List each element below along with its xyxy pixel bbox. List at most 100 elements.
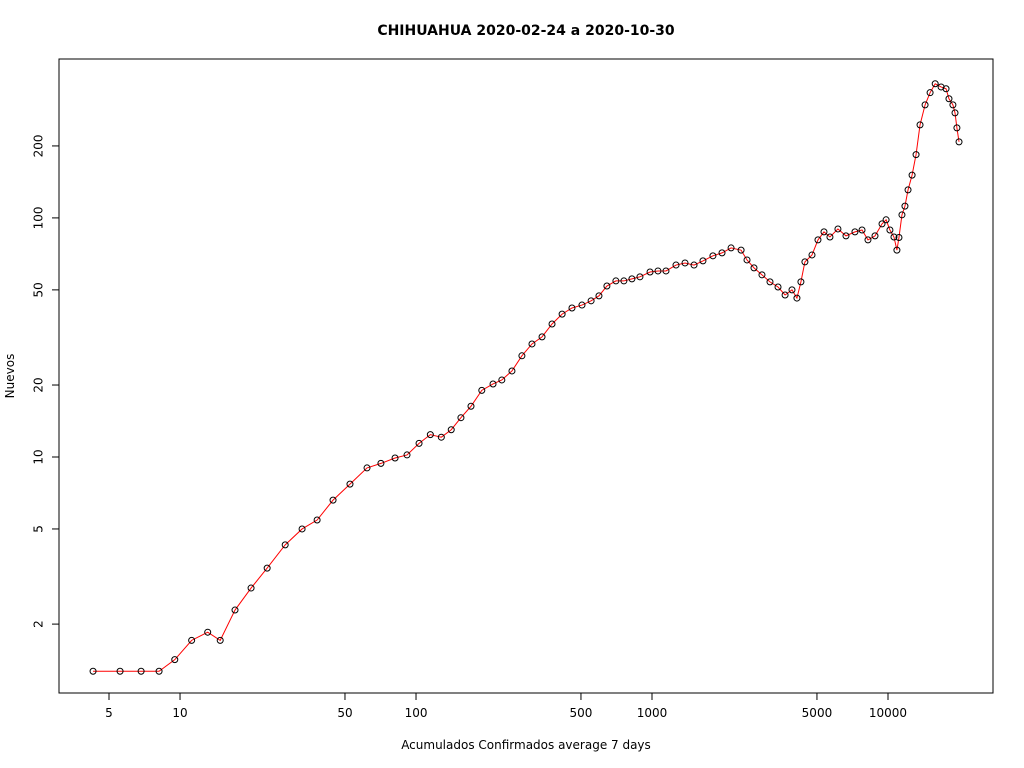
data-point (467, 402, 475, 410)
x-tick-label: 5000 (802, 706, 833, 720)
data-point (363, 464, 371, 472)
data-point (263, 564, 271, 572)
data-point (955, 138, 963, 146)
data-point (231, 606, 239, 614)
data-point (595, 292, 603, 300)
x-tick-label: 50 (337, 706, 352, 720)
data-point (478, 386, 486, 394)
data-point (912, 151, 920, 159)
data-point (403, 451, 411, 459)
data-point (781, 291, 789, 299)
data-point (558, 310, 566, 318)
data-point (820, 228, 828, 236)
data-point (937, 83, 945, 91)
data-point (797, 278, 805, 286)
data-point (587, 297, 595, 305)
x-tick-label: 1000 (637, 706, 668, 720)
data-line (93, 83, 960, 672)
y-tick-label: 50 (32, 282, 46, 297)
data-point (808, 251, 816, 259)
data-point (858, 226, 866, 234)
data-point (204, 628, 212, 636)
data-point (216, 636, 224, 644)
data-point (949, 101, 957, 109)
data-point (281, 541, 289, 549)
data-point (942, 85, 950, 93)
data-point (699, 257, 707, 265)
data-point (898, 211, 906, 219)
x-tick-label: 500 (570, 706, 593, 720)
data-point (528, 340, 536, 348)
data-point (690, 261, 698, 269)
data-point (893, 246, 901, 254)
data-point (603, 282, 611, 290)
data-point (391, 454, 399, 462)
data-point (415, 439, 423, 447)
data-point (654, 267, 662, 275)
data-point (489, 380, 497, 388)
data-point (646, 268, 654, 276)
data-point (758, 271, 766, 279)
data-point (681, 259, 689, 267)
data-point (801, 258, 809, 266)
y-axis-label: Nuevos (3, 354, 17, 399)
data-point (931, 80, 939, 88)
data-point (882, 216, 890, 224)
data-point (750, 264, 758, 272)
data-point (508, 367, 516, 375)
data-point (886, 226, 894, 234)
data-point (951, 109, 959, 117)
data-point (426, 431, 434, 439)
x-tick-label: 5 (105, 706, 113, 720)
data-point (437, 433, 445, 441)
data-point (447, 426, 455, 434)
data-point (313, 516, 321, 524)
data-point (538, 333, 546, 341)
data-point (793, 294, 801, 302)
data-point (895, 234, 903, 242)
data-point (628, 275, 636, 283)
data-point (904, 186, 912, 194)
data-point (662, 267, 670, 275)
data-point (171, 656, 179, 664)
data-point (116, 667, 124, 675)
data-point (945, 95, 953, 103)
data-point (636, 273, 644, 281)
x-tick-label: 10 (172, 706, 187, 720)
y-tick-label: 10 (32, 449, 46, 464)
data-point (672, 261, 680, 269)
data-point (298, 525, 306, 533)
data-point (568, 304, 576, 312)
data-point (346, 480, 354, 488)
data-point (727, 244, 735, 252)
data-point (137, 667, 145, 675)
plot-frame (58, 58, 994, 694)
x-tick-label: 10000 (869, 706, 907, 720)
data-point (842, 232, 850, 240)
data-point (548, 320, 556, 328)
y-tick-label: 2 (32, 620, 46, 628)
data-point (498, 376, 506, 384)
data-point (518, 352, 526, 360)
data-point (377, 459, 385, 467)
data-point (612, 277, 620, 285)
data-point (188, 636, 196, 644)
data-point (921, 101, 929, 109)
data-point (737, 246, 745, 254)
data-point (926, 89, 934, 97)
y-tick-label: 200 (32, 134, 46, 157)
data-point (766, 278, 774, 286)
data-point (329, 496, 337, 504)
y-tick-label: 100 (32, 206, 46, 229)
data-point (247, 584, 255, 592)
data-point (916, 121, 924, 129)
data-point (908, 171, 916, 179)
data-point (834, 225, 842, 233)
data-point (826, 233, 834, 241)
chart-title: CHIHUAHUA 2020-02-24 a 2020-10-30 (377, 23, 675, 39)
data-point (578, 301, 586, 309)
data-point (878, 220, 886, 228)
data-point (851, 228, 859, 236)
data-point (871, 232, 879, 240)
data-point (788, 286, 796, 294)
